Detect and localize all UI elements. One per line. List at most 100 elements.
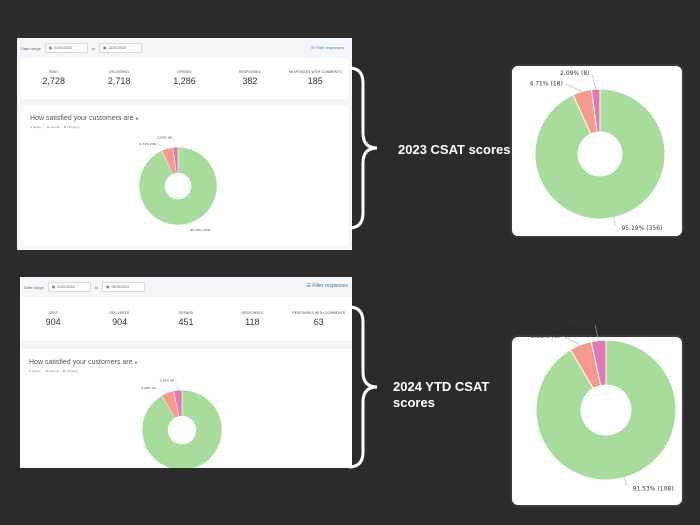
label-leader-line — [173, 138, 176, 148]
chart-title-text: How satisfied your customers are — [30, 115, 134, 122]
date-from-input[interactable]: ▦ 01/01/2024 — [47, 282, 91, 292]
slice-unhappy[interactable] — [590, 88, 601, 133]
stat-value: 63 — [313, 316, 324, 327]
data-label-happy: 95.19% (356) — [190, 228, 210, 232]
stat-label: SENT — [48, 310, 58, 315]
date-range-label: Date range — [21, 45, 41, 51]
stat-value: 118 — [245, 316, 260, 327]
label-leader-line — [624, 477, 627, 486]
slice-happy[interactable] — [141, 389, 223, 468]
info-icon[interactable]: ● — [135, 116, 139, 122]
data-label-unhappy: 2.09% (8) — [157, 136, 172, 140]
data-label-neutral: 5.08% (6) — [141, 386, 156, 390]
legend-neutral[interactable]: Neutral — [45, 369, 59, 373]
date-to-input[interactable]: ▦ 09/19/2024 — [102, 282, 146, 292]
stat-value: 451 — [178, 316, 194, 327]
data-label-neutral: 5.08% (6) — [531, 333, 560, 340]
chart-card: How satisfied your customers are ● Happy… — [20, 350, 352, 468]
chart-title-text: How satisfied your customers are — [29, 359, 133, 366]
dashboard-2023: Date range ▦ 01/01/2023 to ▦ 12/31/2023 ☰ … — [17, 38, 352, 250]
stat-label: DELIVERED — [109, 310, 130, 315]
legend-unhappy[interactable]: Unhappy — [63, 369, 78, 373]
stat-value: 382 — [242, 76, 258, 86]
label-leader-line — [613, 217, 616, 226]
legend-label: Happy — [32, 369, 41, 373]
legend-neutral[interactable]: Neutral — [46, 125, 60, 129]
stat-label: RESPONSES — [241, 310, 264, 315]
stat-opened: OPENED 451 — [156, 311, 216, 327]
to-label: to — [91, 45, 96, 51]
stat-sent: SENT 904 — [23, 311, 83, 327]
stat-label: RESPONSES — [239, 70, 261, 74]
date-to-input[interactable]: ▦ 12/31/2023 — [99, 43, 143, 53]
calendar-icon: ▦ — [103, 46, 107, 50]
stat-delivered: DELIVERED 2,718 — [89, 70, 149, 86]
slice-unhappy[interactable] — [172, 146, 179, 174]
info-icon[interactable]: ● — [134, 360, 138, 366]
donut-chart-zoomed: 95.19% (356) 4.71% (18) 2.09% (8) — [530, 70, 666, 232]
filter-label: Filter responses — [315, 45, 344, 50]
stat-label: OPENED — [178, 310, 194, 315]
annotation-2024: 2024 YTD CSAT scores — [393, 379, 490, 410]
data-label-unhappy: 3.39% (4) — [160, 378, 175, 382]
stats-row: SENT 904 DELIVERED 904 OPENED 451 RESPONSES… — [20, 297, 352, 340]
date-from-input[interactable]: ▦ 01/01/2023 — [44, 43, 88, 53]
dashboard-2024: Date range ▦ 01/01/2024 to ▦ 09/19/2024 ☰ … — [20, 277, 352, 468]
filter-responses-link[interactable]: ☰ Filter responses — [310, 45, 344, 50]
label-leader-line — [562, 336, 581, 346]
slice-happy[interactable] — [138, 146, 218, 226]
zoomed-chart-2023: 95.19% (356) 4.71% (18) 2.09% (8) — [510, 64, 684, 238]
stat-responses: RESPONSES 118 — [222, 311, 282, 327]
brace-2024 — [348, 305, 378, 469]
slice-happy[interactable] — [535, 339, 677, 481]
legend-happy[interactable]: Happy — [30, 125, 42, 129]
stat-value: 1,286 — [173, 76, 196, 86]
stat-sent: SENT 2,728 — [24, 70, 84, 86]
label-leader-line — [175, 381, 178, 391]
to-label: to — [94, 284, 99, 290]
calendar-icon: ▦ — [51, 285, 56, 289]
filter-responses-link[interactable]: ☰ Filter responses — [306, 283, 348, 289]
legend: Happy Neutral Unhappy — [29, 369, 78, 373]
zoomed-chart-2024: 91.53% (108) 5.08% (6) 3.39% (4) — [510, 320, 684, 507]
slice-happy[interactable] — [534, 88, 666, 220]
chart-title: How satisfied your customers are ● — [30, 115, 138, 122]
data-label-neutral: 4.71% (18) — [530, 81, 563, 88]
donut-chart: 95.19% (356) 4.71% (18)2.09% (8) — [138, 136, 218, 232]
label-leader-line — [565, 83, 583, 92]
stat-value: 2,718 — [107, 76, 131, 86]
stat-value: 904 — [112, 316, 128, 327]
donut-chart: 91.53% (108)5.08% (6)3.39% (4) — [141, 378, 223, 468]
slice-unhappy[interactable] — [173, 389, 183, 417]
slice-unhappy[interactable] — [590, 339, 607, 387]
legend-label: Unhappy — [66, 369, 79, 373]
data-label-unhappy: 2.09% (8) — [560, 70, 589, 77]
stat-label: RESPONSES WITH COMMENTS — [288, 70, 342, 74]
brace-2023 — [348, 66, 378, 230]
filter-label: Filter responses — [312, 283, 348, 289]
label-leader-line — [186, 224, 188, 229]
legend-label: Neutral — [48, 369, 59, 373]
data-label-happy: 91.53% (108) — [633, 485, 674, 492]
stat-value: 2,728 — [42, 76, 65, 86]
stat-label: RESPONSES WITH COMMENTS — [292, 310, 346, 315]
calendar-icon: ▦ — [48, 46, 53, 50]
chart-title: How satisfied your customers are ● — [29, 359, 137, 366]
label-leader-line — [592, 74, 597, 90]
legend-happy[interactable]: Happy — [29, 369, 41, 373]
chart-card: How satisfied your customers are ● Happy… — [21, 106, 348, 245]
label-leader-line — [157, 143, 168, 149]
date-range-bar: Date range ▦ 01/01/2024 to ▦ 09/19/2024 — [20, 277, 352, 297]
stat-label: SENT — [49, 70, 59, 74]
data-label-neutral: 4.71% (18) — [139, 142, 156, 146]
calendar-icon: ▦ — [106, 285, 110, 289]
legend-label: Happy — [33, 125, 42, 129]
legend-unhappy[interactable]: Unhappy — [64, 125, 79, 129]
date-range-bar: Date range ▦ 01/01/2023 to ▦ 12/31/2023 — [17, 38, 352, 58]
legend: Happy Neutral Unhappy — [30, 125, 79, 129]
stat-responses-with-comments: RESPONSES WITH COMMENTS 185 — [285, 70, 345, 86]
stat-opened: OPENED 1,286 — [154, 70, 214, 86]
legend-label: Neutral — [49, 125, 60, 129]
stat-delivered: DELIVERED 904 — [90, 311, 150, 327]
label-leader-line — [594, 324, 599, 341]
